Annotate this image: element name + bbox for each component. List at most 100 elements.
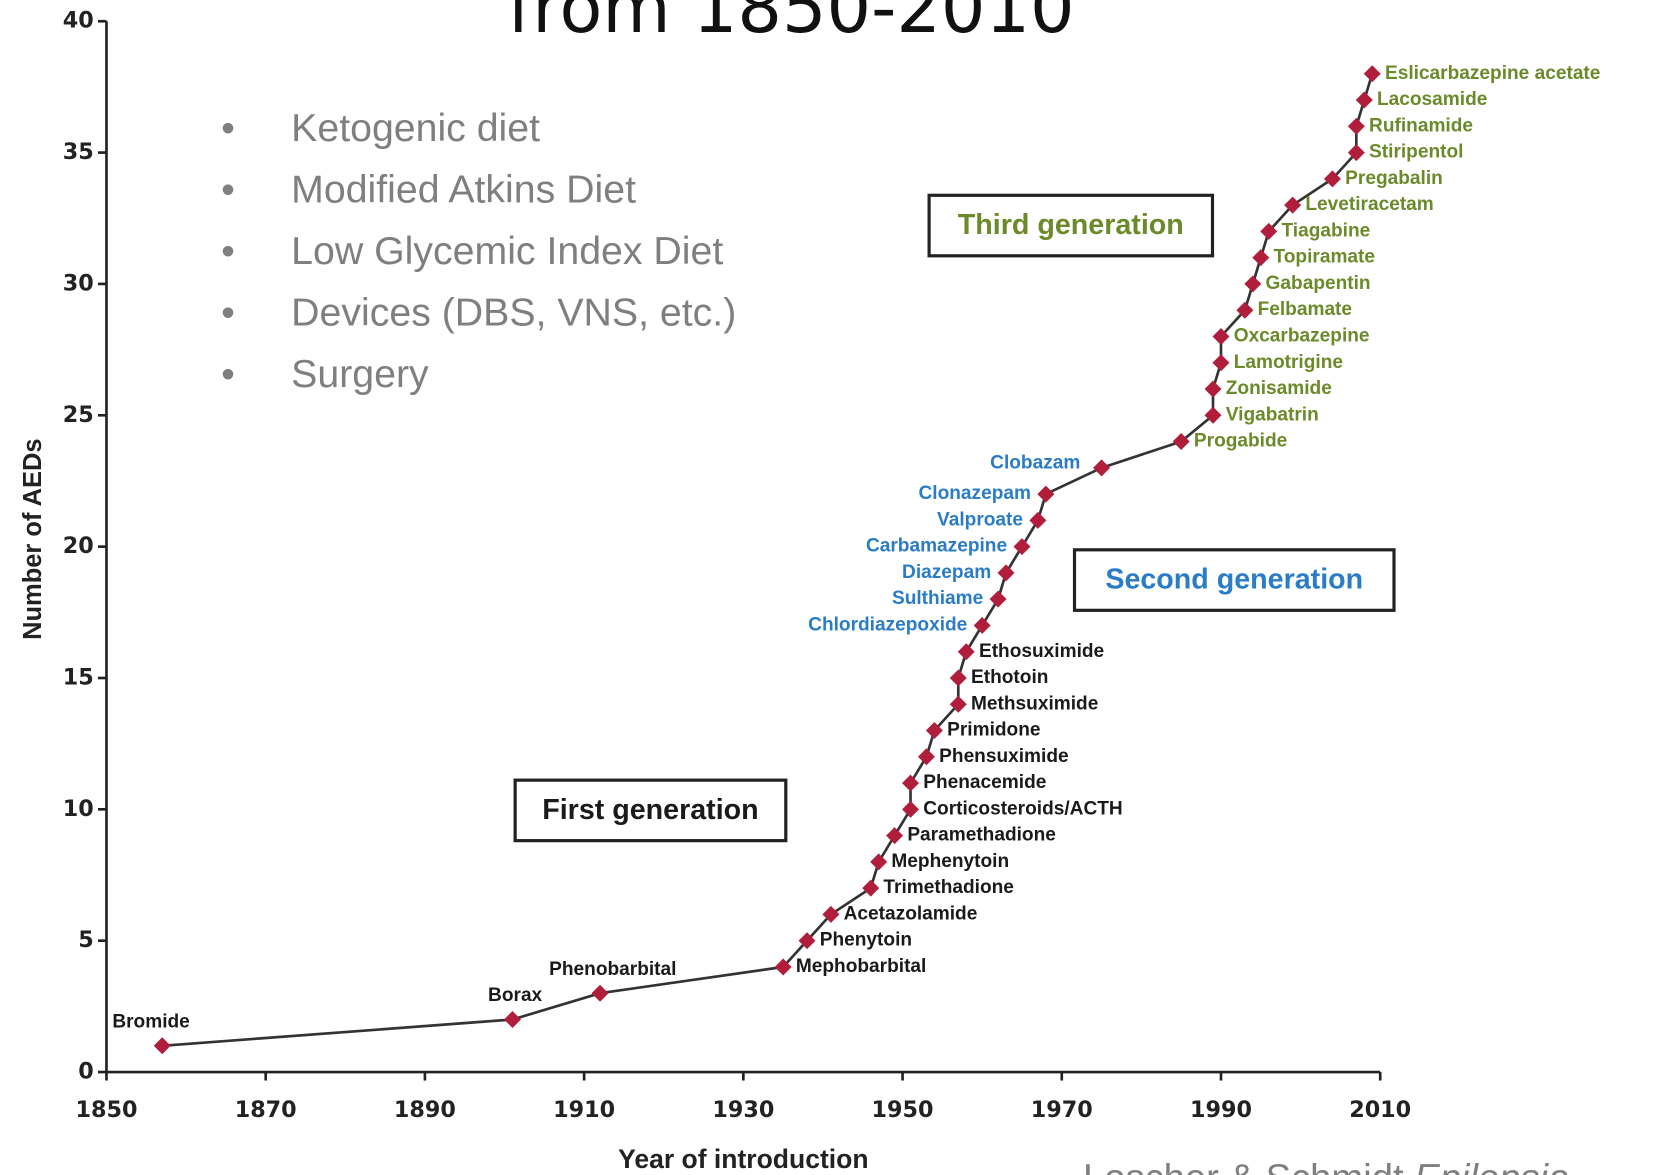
y-tick-label: 40 xyxy=(63,8,94,34)
bullet-dot: • xyxy=(221,106,235,150)
y-tick-label: 35 xyxy=(63,139,94,165)
x-tick-label: 1930 xyxy=(712,1097,774,1123)
legend-box xyxy=(513,778,788,843)
y-tick-label: 0 xyxy=(78,1059,94,1085)
citation-journal: Epilepsia xyxy=(1414,1156,1569,1175)
marker xyxy=(949,695,967,713)
marker xyxy=(1212,354,1230,372)
marker xyxy=(997,564,1015,582)
marker xyxy=(1204,380,1222,398)
point-label: Pregabalin xyxy=(1345,168,1443,189)
citation: Loscher & Schmidt Epilepsia xyxy=(1083,1156,1569,1175)
point-label: Clobazam xyxy=(990,453,1080,474)
point-label: Topiramate xyxy=(1274,247,1376,268)
legend-label: Second generation xyxy=(1105,564,1363,596)
y-tick-label: 15 xyxy=(63,664,94,690)
point-label: Sulthiame xyxy=(892,588,983,609)
marker xyxy=(1236,301,1254,319)
marker xyxy=(1363,65,1381,83)
point-label: Felbamate xyxy=(1258,299,1352,320)
y-tick-label: 5 xyxy=(78,927,94,953)
point-label: Tiagabine xyxy=(1281,220,1370,241)
point-label: Methsuximide xyxy=(971,693,1098,714)
point-label: Chlordiazepoxide xyxy=(808,614,967,635)
point-label: Trimethadione xyxy=(883,877,1014,898)
marker xyxy=(902,800,920,818)
y-tick-label: 30 xyxy=(63,270,94,296)
x-tick-label: 1890 xyxy=(394,1097,456,1123)
bullet-dot: • xyxy=(221,229,235,273)
point-label: Progabide xyxy=(1194,431,1287,452)
chart-title: from 1850-2010 xyxy=(508,0,1075,49)
point-label: Clonazepam xyxy=(919,483,1031,504)
citation-authors: Loscher & Schmidt xyxy=(1083,1156,1404,1175)
point-label: Zonisamide xyxy=(1226,378,1332,399)
x-tick-label: 1950 xyxy=(872,1097,934,1123)
marker xyxy=(798,932,816,950)
bullet-dot: • xyxy=(221,352,235,396)
point-label: Mephenytoin xyxy=(891,851,1009,872)
point-label: Bromide xyxy=(112,1011,189,1032)
marker xyxy=(989,590,1007,608)
point-label: Borax xyxy=(488,985,543,1006)
y-tick-label: 20 xyxy=(63,533,94,559)
marker xyxy=(822,905,840,923)
marker xyxy=(862,879,880,897)
marker xyxy=(1347,144,1365,162)
point-label: Vigabatrin xyxy=(1226,404,1319,425)
point-label: Corticosteroids/ACTH xyxy=(923,798,1122,819)
legend-box xyxy=(927,193,1215,258)
marker xyxy=(902,774,920,792)
point-label: Rufinamide xyxy=(1369,115,1473,136)
bullet-dot: • xyxy=(221,167,235,211)
point-label: Lamotrigine xyxy=(1234,352,1343,373)
bullet-dot: • xyxy=(221,291,235,335)
y-axis-label: Number of AEDs xyxy=(19,438,47,639)
x-tick-label: 1990 xyxy=(1190,1097,1252,1123)
point-label: Lacosamide xyxy=(1377,89,1487,110)
marker xyxy=(503,1011,521,1028)
x-tick-label: 1910 xyxy=(553,1097,615,1123)
marker xyxy=(1037,485,1055,503)
point-label: Eslicarbazepine acetate xyxy=(1385,63,1600,84)
point-label: Gabapentin xyxy=(1266,273,1371,294)
marker xyxy=(917,748,935,766)
bullet-text: Ketogenic diet xyxy=(291,106,540,150)
marker xyxy=(886,827,904,845)
bullet-text: Modified Atkins Diet xyxy=(291,167,636,211)
legend-box xyxy=(1072,548,1396,612)
marker xyxy=(153,1037,171,1055)
point-label: Ethosuximide xyxy=(979,641,1104,662)
point-label: Phenobarbital xyxy=(549,959,676,980)
marker xyxy=(1172,433,1190,451)
point-label: Stiripentol xyxy=(1369,142,1463,163)
marker xyxy=(1284,196,1302,214)
x-axis-label: Year of introduction xyxy=(618,1144,868,1174)
marker xyxy=(1347,117,1365,135)
point-label: Phenacemide xyxy=(923,772,1046,793)
x-tick-label: 2010 xyxy=(1349,1097,1411,1123)
x-tick-label: 1970 xyxy=(1031,1097,1093,1123)
legend-label: Third generation xyxy=(958,209,1184,241)
marker xyxy=(1355,91,1373,109)
point-label: Paramethadione xyxy=(907,825,1056,846)
marker xyxy=(1029,511,1047,529)
marker xyxy=(1212,327,1230,345)
marker xyxy=(1093,459,1111,477)
marker xyxy=(1252,249,1270,267)
legend-label: First generation xyxy=(542,794,758,826)
x-tick-label: 1850 xyxy=(75,1097,137,1123)
y-tick-label: 10 xyxy=(63,796,94,822)
point-label: Valproate xyxy=(937,509,1023,530)
marker xyxy=(1260,222,1278,240)
marker xyxy=(1323,170,1341,188)
point-label: Mephobarbital xyxy=(796,956,926,977)
point-label: Oxcarbazepine xyxy=(1234,326,1370,347)
x-tick-label: 1870 xyxy=(235,1097,297,1123)
bullet-text: Low Glycemic Index Diet xyxy=(291,229,723,273)
marker xyxy=(1204,406,1222,424)
point-label: Primidone xyxy=(947,720,1040,741)
point-label: Phenytoin xyxy=(820,930,912,951)
marker xyxy=(949,669,967,687)
